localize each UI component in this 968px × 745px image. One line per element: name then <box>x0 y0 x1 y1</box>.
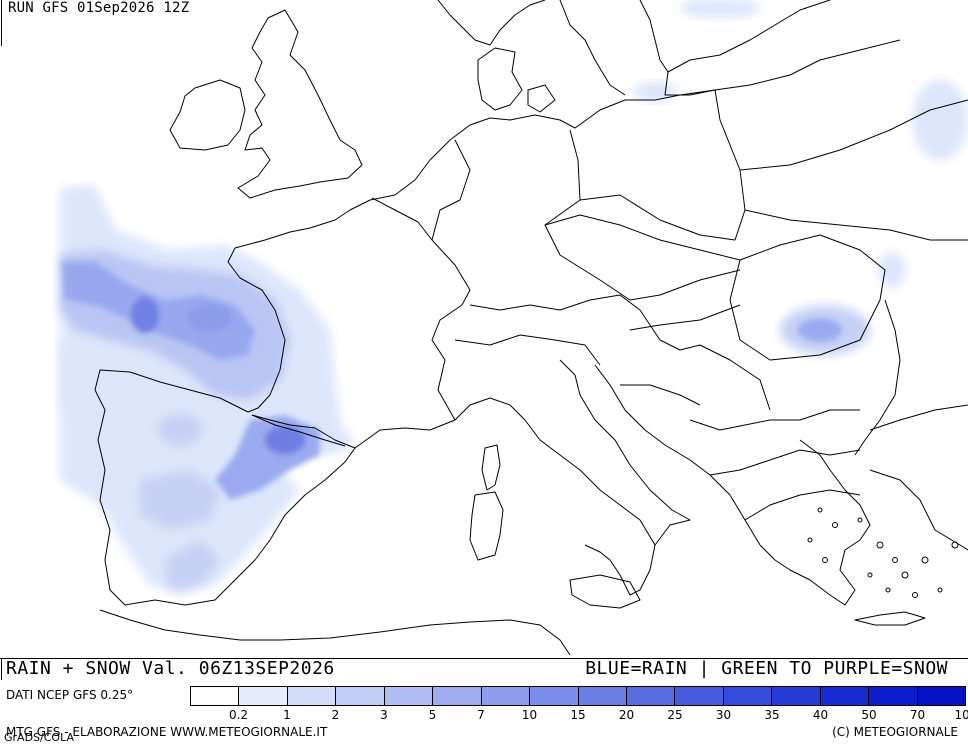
border-hungary-south <box>629 304 741 331</box>
map-canvas <box>60 0 968 656</box>
rain-area-iberia-south <box>165 540 220 590</box>
border-france-switz-italy <box>431 304 463 421</box>
color-swatch <box>772 687 821 705</box>
coastline-north-europe <box>394 89 716 196</box>
border-romania <box>729 234 886 361</box>
border-balkans-4 <box>620 384 701 406</box>
coastline-mediterranean-north <box>354 397 656 596</box>
coastline-great-britain <box>237 9 363 199</box>
rain-area-iberia-west <box>60 340 150 440</box>
border-france-belgium <box>371 197 433 241</box>
coastline-crete <box>854 611 926 626</box>
coastline-france-west <box>227 194 396 413</box>
color-swatch <box>481 687 531 705</box>
precipitation-map <box>60 0 968 656</box>
scale-tick-label: 25 <box>667 708 683 722</box>
color-scale <box>190 686 966 706</box>
color-swatch <box>626 687 676 705</box>
coastline-corsica <box>481 444 501 491</box>
color-swatch <box>191 687 240 705</box>
scale-tick-label: 30 <box>715 708 732 722</box>
scale-tick-label: 1 <box>283 708 291 722</box>
scale-tick-label: 15 <box>570 708 586 722</box>
credit-right: (C) METEOGIORNALE <box>832 725 958 739</box>
coastline-sicily <box>569 574 641 609</box>
scale-tick-label: 70 <box>909 708 926 722</box>
border-france-spain <box>251 414 346 447</box>
scale-tick-label: 10 <box>521 708 538 722</box>
border-ukraine-west <box>744 209 968 241</box>
run-label-tick <box>1 0 2 46</box>
rain-area-iberia-centre <box>140 470 220 530</box>
color-swatch <box>530 687 579 705</box>
map-bottom-border <box>0 658 968 659</box>
border-poland <box>579 89 746 241</box>
aegean-islands <box>807 507 959 598</box>
coastline-turkey <box>869 404 968 551</box>
border-italy-north <box>454 334 601 366</box>
rain-core-biscay-2 <box>188 304 232 332</box>
credit-left: MTG GFS - ELABORAZIONE WWW.METEOGIORNALE… <box>6 725 328 739</box>
scale-tick-label: 2 <box>331 708 340 722</box>
color-swatch <box>336 687 385 705</box>
coastline-black-sea <box>854 299 901 456</box>
border-baltics <box>714 39 901 91</box>
border-germany-north <box>431 139 471 241</box>
scale-tick-label: 7 <box>477 708 485 722</box>
rain-core-romania <box>798 318 842 342</box>
scale-tick-label: 5 <box>428 708 437 722</box>
credit-grads: GrADS/COLA <box>4 731 74 744</box>
rain-area-russia <box>912 80 968 160</box>
legend-note: BLUE=RAIN | GREEN TO PURPLE=SNOW <box>585 658 948 679</box>
border-balkans-2 <box>689 409 860 431</box>
border-greece-north <box>744 489 861 521</box>
coastline-north-africa <box>99 609 571 656</box>
scale-tick-label: 50 <box>861 708 877 722</box>
color-swatch <box>287 687 337 705</box>
border-alpine <box>469 294 641 311</box>
coastline-sardinia <box>469 491 504 561</box>
data-source: DATI NCEP GFS 0.25° <box>6 688 134 702</box>
color-scale-labels: 0.212357101520253035405070100 <box>190 708 968 722</box>
rain-area-ukraine-w <box>878 252 906 288</box>
coastline-greece <box>759 439 871 606</box>
color-swatch <box>578 687 627 705</box>
border-ukraine-belarus <box>739 99 968 171</box>
coastline-ireland <box>169 79 246 151</box>
rain-area-baltic <box>633 82 677 102</box>
rain-area-scandinavia <box>680 0 760 18</box>
border-france-germany <box>431 239 471 306</box>
color-swatch <box>675 687 724 705</box>
precipitation-field <box>60 0 968 595</box>
border-balkans-1 <box>639 309 771 411</box>
color-swatch <box>723 687 773 705</box>
rain-core-pyrenees <box>265 426 305 454</box>
rain-core-biscay <box>131 297 159 333</box>
coastlines-borders <box>94 0 968 656</box>
border-germany-east <box>544 129 601 281</box>
scale-tick-label: 3 <box>380 708 388 722</box>
color-swatch <box>820 687 870 705</box>
coastline-scandinavia <box>437 0 669 96</box>
title-tick <box>1 658 2 680</box>
coastline-italy-east <box>559 359 691 546</box>
coastline-denmark <box>477 47 556 113</box>
scale-tick-label: 40 <box>812 708 829 722</box>
color-swatch <box>239 687 288 705</box>
coastline-adriatic-east <box>594 364 761 546</box>
run-label: RUN GFS 01Sep2026 12Z <box>6 0 192 16</box>
rain-area-iberia-nw <box>158 414 202 446</box>
color-swatch <box>384 687 434 705</box>
border-czech-slovakia <box>544 214 741 261</box>
scale-tick-label: 100 <box>954 708 968 722</box>
map-title: RAIN + SNOW Val. 06Z13SEP2026 <box>6 658 335 679</box>
scale-tick-label: 20 <box>618 708 635 722</box>
color-swatch <box>869 687 918 705</box>
border-austria-hungary <box>599 269 741 301</box>
scale-tick-label: 35 <box>764 708 780 722</box>
scale-tick-label: 0.2 <box>228 708 249 722</box>
color-swatch <box>917 687 965 705</box>
color-swatch <box>433 687 482 705</box>
border-balkans-3 <box>709 449 861 476</box>
